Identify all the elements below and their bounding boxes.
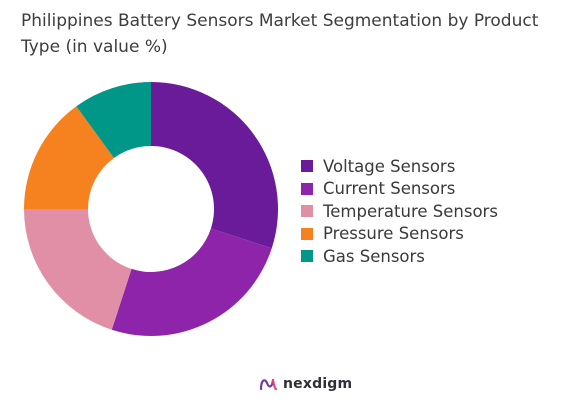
- legend-item: Voltage Sensors: [301, 155, 498, 178]
- legend-label: Gas Sensors: [323, 246, 425, 266]
- legend-label: Current Sensors: [323, 179, 456, 199]
- brand-footer: nexdigm: [258, 374, 352, 394]
- legend-item: Temperature Sensors: [301, 200, 498, 223]
- donut-slice-current-sensors: [111, 228, 272, 336]
- donut-slice-temperature-sensors: [23, 209, 132, 330]
- chart-legend: Voltage Sensors Current Sensors Temperatur…: [301, 155, 498, 268]
- legend-swatch: [301, 160, 313, 173]
- donut-slice-pressure-sensors: [24, 106, 114, 209]
- legend-swatch: [301, 250, 313, 263]
- donut-slice-voltage-sensors: [151, 82, 278, 249]
- legend-item: Current Sensors: [301, 178, 498, 201]
- legend-item: Pressure Sensors: [301, 223, 498, 246]
- legend-swatch: [301, 227, 313, 240]
- legend-swatch: [301, 205, 313, 218]
- nexdigm-logo-icon: [259, 378, 278, 391]
- chart-title: Philippines Battery Sensors Market Segme…: [21, 11, 539, 57]
- brand-name: nexdigm: [283, 376, 353, 392]
- legend-label: Pressure Sensors: [323, 224, 464, 244]
- donut-slice-gas-sensors: [76, 82, 151, 159]
- legend-label: Temperature Sensors: [323, 201, 498, 221]
- legend-label: Voltage Sensors: [323, 156, 456, 176]
- legend-swatch: [301, 182, 313, 195]
- legend-item: Gas Sensors: [301, 245, 498, 268]
